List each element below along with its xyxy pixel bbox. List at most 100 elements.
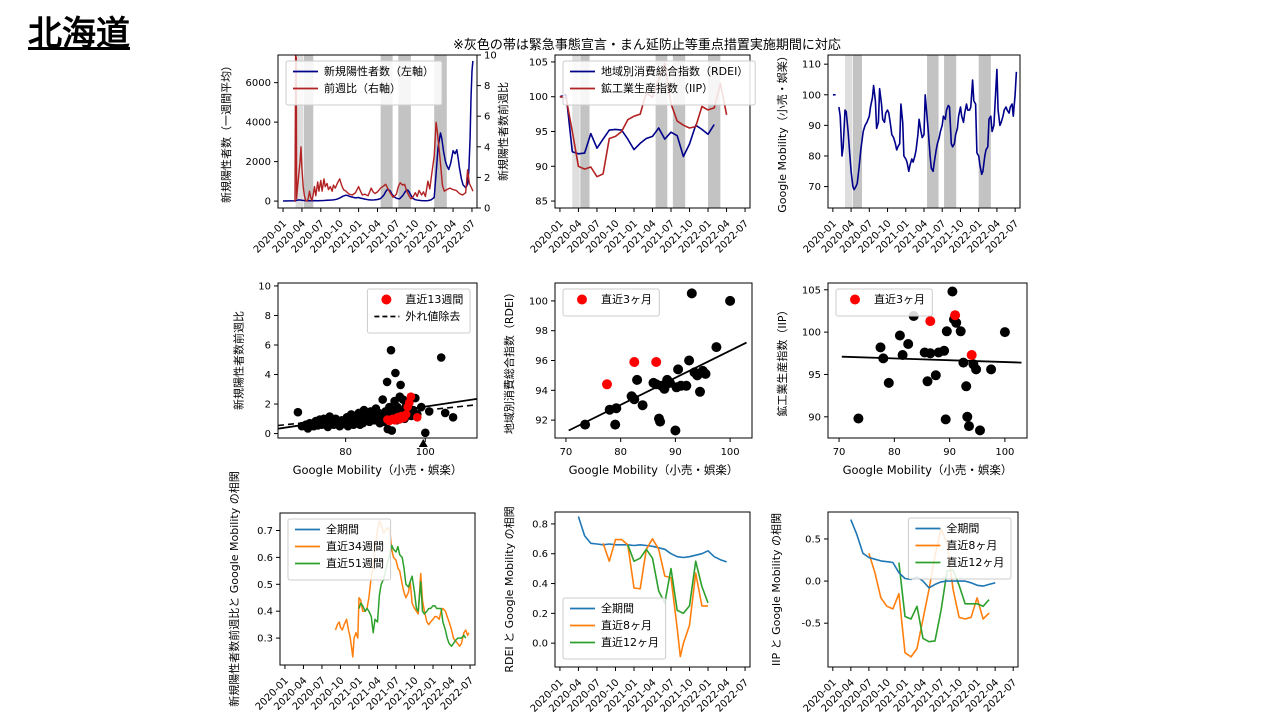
scatter-point-all-weeks (387, 426, 397, 435)
scatter-point-all-months (962, 411, 973, 422)
scatter-point-all-months (961, 381, 972, 392)
y-tick-label: 90 (535, 162, 548, 173)
直近3ヶ月-legend-marker-icon (577, 294, 587, 305)
y-axis-label: RDEI と Google Mobility の相関 (503, 506, 516, 672)
y-tick-label: 100 (529, 296, 548, 307)
scatter-point-all-months (629, 394, 640, 405)
scatter-point-all-months (655, 416, 666, 427)
scatter-point-all-months (897, 350, 908, 360)
legend-label: 前週比（右軸） (324, 81, 401, 95)
scatter-point-all-months (930, 370, 941, 381)
scatter-point-all-months (941, 326, 952, 337)
y-tick-label: 0.4 (257, 607, 273, 618)
series-mobility (838, 68, 1018, 191)
y-tick-label: 94 (535, 386, 548, 397)
scatter-point-all-months (971, 364, 982, 375)
series-full-period (850, 519, 996, 589)
emergency-period-band (303, 55, 314, 208)
chart-scatter-cases-ratio-vs-mobility: 80 100 0 2 4 6 8 10 新規陽性者数前週比 Google Mobility（小売・… (231, 281, 478, 477)
legend-label: 全期間 (326, 522, 359, 536)
y-tick-label: 2 (265, 400, 271, 411)
scatter-point-all-weeks (382, 377, 392, 387)
y-tick-label: 0 (265, 429, 271, 440)
x-tick-label: 100 (721, 447, 740, 458)
series-recent-51-weeks (358, 544, 467, 647)
right-y-tick-label: 6 (484, 112, 490, 123)
scatter-point-all-weeks (378, 395, 388, 404)
x-axis-label: Google Mobility（小売・娯楽） (569, 463, 739, 477)
right-y-axis-label: 新規陽性者数前週比 (496, 82, 510, 181)
y-tick-label: 6 (265, 341, 271, 352)
series-rdei (559, 93, 715, 158)
y-tick-label: 90 (808, 412, 821, 423)
scatter-point-all-months (975, 425, 985, 436)
legend: 新規陽性者数（左軸） 前週比（右軸） (285, 60, 443, 106)
scatter-point-all-months (610, 419, 621, 430)
legend-label: 直近8ヶ月 (946, 538, 997, 552)
emergency-period-band (572, 55, 580, 208)
y-axis-label: 新規陽性者数前週比 (231, 311, 245, 410)
y-axis-label: Google Mobility（小売・娯楽） (775, 50, 789, 212)
legend-label: 地域別消費総合指数（RDEI） (601, 64, 748, 78)
legend-label: 直近12ヶ月 (601, 635, 659, 649)
x-tick-label: 100 (416, 447, 435, 458)
page-title: 北海道 (28, 14, 130, 54)
chart-google-mobility: 2020-012020-042020-072020-102021-012021-… (775, 50, 1021, 255)
y-axis-label: 地域別消費総合指数（RDEI） (502, 287, 516, 434)
emergency-period-band (295, 55, 304, 208)
right-y-tick-label: 4 (484, 142, 490, 153)
scatter-point-recent-13-weeks (413, 413, 422, 422)
y-axis-label: 新規陽性者数（一週間平均） (219, 60, 233, 203)
legend: 直近3ヶ月 (835, 288, 933, 317)
y-axis-label: 鉱工業生産指数（IIP） (775, 304, 789, 416)
scatter-point-all-months (637, 400, 648, 411)
chart-scatter-iip-vs-mobility: 70 80 90 100 90 95 100 105 鉱工業生産指数（IIP） Google Mo… (775, 282, 1028, 477)
y-tick-label: 0.0 (805, 577, 821, 588)
y-tick-label: 10 (258, 281, 271, 292)
y-tick-label: 85 (535, 197, 548, 208)
y-tick-label: 105 (529, 57, 548, 68)
scatter-point-all-weeks (448, 413, 458, 422)
scatter-point-all-months (686, 288, 697, 299)
y-tick-label: 8 (265, 311, 271, 322)
scatter-point-all-weeks (417, 402, 426, 412)
y-tick-label: 0.0 (532, 639, 548, 650)
scatter-point-recent-3-months (651, 357, 662, 367)
legend-label: 直近34週間 (326, 539, 384, 553)
legend-label: 全期間 (601, 601, 634, 615)
scatter-point-all-months (875, 342, 886, 353)
series-new-cases-left-axis (282, 60, 474, 202)
x-tick-label: 90 (943, 447, 956, 458)
scatter-point-all-months (632, 374, 643, 385)
plot-border (277, 282, 478, 439)
scatter-point-all-months (951, 317, 962, 328)
scatter-point-all-months (925, 348, 936, 359)
chart-corr-iip-mobility: 2020-012020-042020-072020-102021-012021-… (770, 511, 1019, 715)
y-axis-label: IIP と Google Mobility の相関 (770, 513, 783, 666)
chart-rdei-iip: 2020-012020-042020-072020-102021-012021-… (529, 54, 756, 256)
y-tick-label: 0.2 (532, 609, 548, 620)
scatter-point-all-months (700, 368, 711, 379)
x-tick-label: 80 (614, 447, 627, 458)
x-tick-label: 70 (560, 447, 573, 458)
y-tick-label: 0.6 (257, 553, 273, 564)
series-recent-34-weeks (334, 520, 470, 658)
y-tick-label: 95 (808, 370, 821, 381)
latest-point-arrow (418, 439, 428, 447)
emergency-period-band (580, 55, 590, 208)
scatter-point-all-months (670, 425, 681, 436)
series-recent-8-months (602, 538, 708, 658)
y-tick-label: 0.5 (257, 580, 273, 591)
x-tick-label: 70 (833, 447, 846, 458)
scatter-point-all-months (947, 286, 958, 297)
y-tick-label: 100 (529, 92, 548, 103)
y-tick-label: 96 (535, 356, 548, 367)
figure-note: ※灰色の帯は緊急事態宣言・まん延防止等重点措置実施期間に対応 (453, 38, 841, 53)
legend-label: 新規陽性者数（左軸） (324, 64, 434, 78)
y-tick-label: 0.8 (532, 519, 548, 530)
